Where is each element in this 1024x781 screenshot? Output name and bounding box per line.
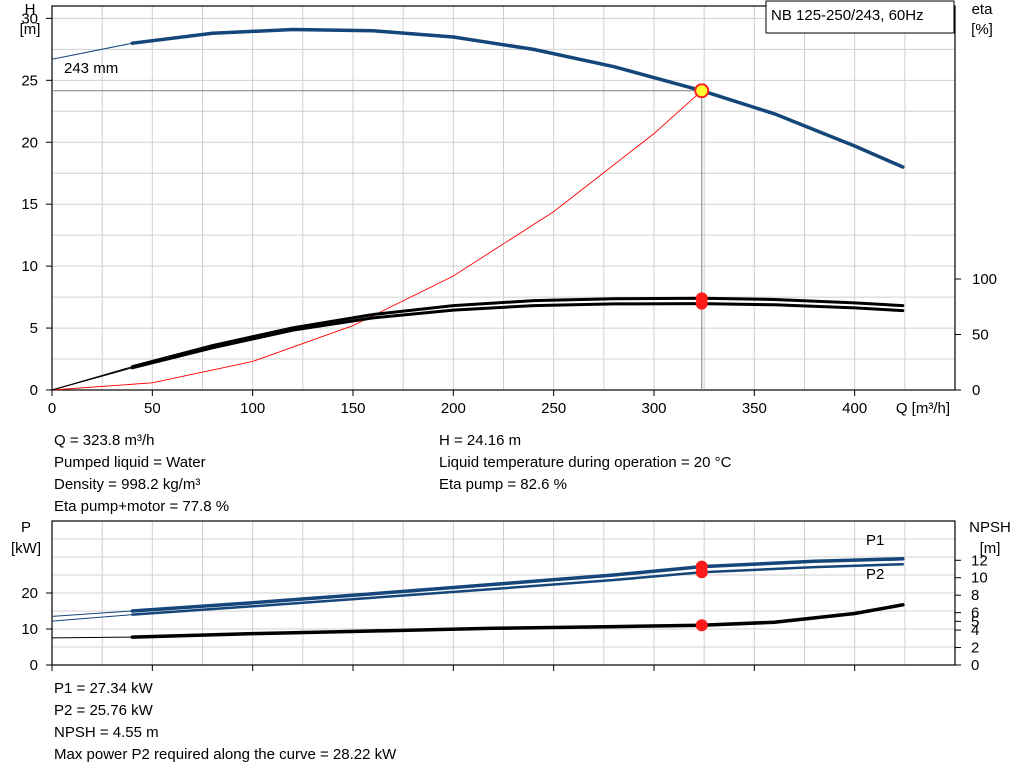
eta-pump-motor-curve — [130, 302, 905, 370]
npsh-duty-marker — [695, 619, 708, 632]
npsh-tick-label: 4 — [971, 622, 979, 639]
info-eta-pump: Eta pump = 82.6 % — [439, 476, 567, 493]
q-tick-label: 250 — [541, 400, 566, 417]
eta-tick-label: 50 — [972, 327, 989, 344]
eta-pump-motor-duty-marker — [695, 297, 708, 310]
p1-label: P1 — [866, 532, 884, 549]
info-temperature: Liquid temperature during operation = 20… — [439, 454, 732, 471]
npsh-tick-label: 8 — [971, 587, 979, 604]
npsh-axis-label: NPSH — [969, 519, 1011, 536]
info-p1: P1 = 27.34 kW — [54, 680, 153, 697]
h-tick-label: 5 — [30, 320, 38, 337]
info-p2: P2 = 25.76 kW — [54, 702, 153, 719]
head-curve — [130, 27, 905, 169]
npsh-tick-label: 6 — [971, 605, 979, 622]
plot-frame-top — [51, 5, 956, 391]
npsh-tick-label: 12 — [971, 552, 988, 569]
info-head: H = 24.16 m — [439, 432, 522, 449]
npsh-tick-label: 0 — [971, 657, 979, 674]
eta-pump-curve-extension — [51, 297, 903, 391]
q-tick-label: 50 — [144, 400, 161, 417]
info-liquid: Pumped liquid = Water — [54, 454, 206, 471]
title-box — [765, 0, 955, 34]
p2-curve — [131, 562, 905, 616]
q-tick-label: 350 — [742, 400, 767, 417]
info-npsh: NPSH = 4.55 m — [54, 724, 159, 741]
npsh-tick-label: 10 — [971, 570, 988, 587]
npsh-tick-label: 2 — [971, 640, 979, 657]
p-axis-unit: [kW] — [11, 540, 41, 557]
info-power: P1 = 27.34 kW P2 = 25.76 kW NPSH = 4.55 … — [54, 678, 396, 766]
q-tick-label: 300 — [641, 400, 666, 417]
duty-point-marker — [694, 83, 710, 99]
h-tick-label: 15 — [21, 196, 38, 213]
npsh-axis-unit: [m] — [980, 540, 1001, 557]
p-tick-label: 10 — [21, 621, 38, 638]
p-axis-label: P — [21, 519, 31, 536]
npsh-tick-label: 5 — [971, 613, 979, 630]
q-tick-label: 400 — [842, 400, 867, 417]
chart-title: NB 125-250/243, 60Hz — [771, 7, 924, 24]
p-tick-label: 20 — [21, 585, 38, 602]
info-flow: Q = 323.8 m³/h — [54, 432, 155, 449]
eta-pump-curve — [130, 296, 905, 369]
eta-axis-label: eta — [972, 1, 994, 18]
h-tick-label: 30 — [21, 10, 38, 27]
info-left: Q = 323.8 m³/h Pumped liquid = Water Den… — [54, 430, 229, 518]
h-tick-label: 25 — [21, 72, 38, 89]
p-tick-label: 0 — [30, 657, 38, 674]
q-axis-label: Q [m³/h] — [896, 400, 950, 417]
system-curve — [51, 90, 703, 391]
eta-tick-label: 100 — [972, 271, 997, 288]
p2-label: P2 — [866, 566, 884, 583]
h-tick-label: 10 — [21, 258, 38, 275]
info-density: Density = 998.2 kg/m³ — [54, 476, 201, 493]
eta-axis-unit: [%] — [971, 21, 993, 38]
q-tick-label: 150 — [340, 400, 365, 417]
info-eta-pump-motor: Eta pump+motor = 77.8 % — [54, 498, 230, 515]
npsh-curve — [130, 603, 905, 639]
q-tick-label: 0 — [48, 400, 56, 417]
head-curve-extension — [51, 28, 904, 168]
h-axis-unit: [m] — [20, 21, 41, 38]
p1-curve — [130, 557, 905, 613]
p2-duty-marker — [695, 566, 708, 579]
h-tick-label: 0 — [30, 382, 38, 399]
q-tick-label: 200 — [441, 400, 466, 417]
info-max-p2: Max power P2 required along the curve = … — [54, 746, 397, 763]
q-tick-label: 100 — [240, 400, 265, 417]
eta-tick-label: 0 — [972, 382, 980, 399]
h-axis-label: H — [25, 1, 36, 18]
impeller-label: 243 mm — [64, 60, 118, 77]
h-tick-label: 20 — [21, 134, 38, 151]
info-right: H = 24.16 m Liquid temperature during op… — [439, 430, 731, 496]
